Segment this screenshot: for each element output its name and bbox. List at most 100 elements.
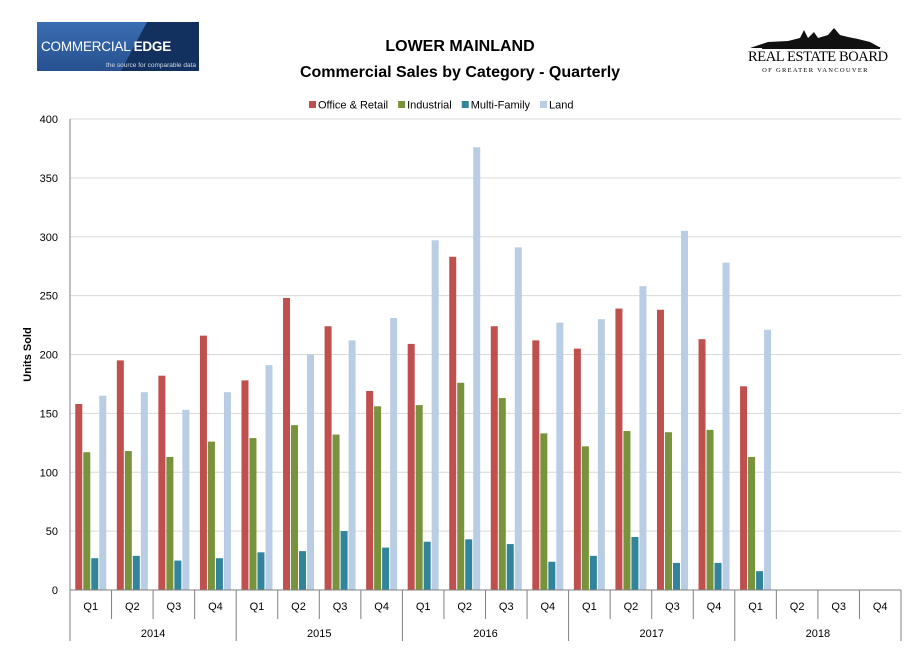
bar-office-retail-17 — [740, 386, 748, 590]
x-tick-label: Q4 — [374, 601, 389, 613]
y-tick-label: 0 — [52, 585, 58, 597]
x-tick-label: Q2 — [291, 601, 306, 613]
bar-land-6 — [307, 354, 315, 590]
bar-multi-family-16 — [714, 562, 722, 590]
y-axis-label: Units Sold — [22, 327, 34, 381]
bar-land-1 — [99, 395, 107, 590]
y-tick-label: 200 — [40, 350, 58, 362]
bar-industrial-8 — [374, 406, 382, 590]
bar-office-retail-13 — [573, 348, 581, 590]
x-tick-label: Q1 — [748, 601, 763, 613]
skyline-icon — [750, 28, 881, 49]
x-tick-label: Q4 — [873, 601, 888, 613]
bar-office-retail-6 — [283, 297, 291, 590]
year-label: 2014 — [141, 628, 165, 640]
bar-office-retail-4 — [199, 335, 207, 590]
board-name: REAL ESTATE BOARD — [748, 49, 888, 65]
bar-land-12 — [556, 322, 564, 590]
x-tick-label: Q2 — [125, 601, 140, 613]
y-tick-label: 400 — [40, 114, 58, 126]
bar-office-retail-14 — [615, 308, 623, 590]
bar-land-10 — [473, 147, 481, 590]
bar-industrial-12 — [540, 433, 548, 590]
year-label: 2017 — [639, 628, 663, 640]
x-tick-label: Q4 — [707, 601, 722, 613]
legend-swatch — [461, 101, 469, 108]
x-tick-label: Q4 — [208, 601, 223, 613]
bar-industrial-3 — [166, 456, 174, 590]
bar-land-4 — [223, 392, 231, 590]
bar-land-3 — [182, 409, 190, 590]
bar-land-11 — [514, 247, 522, 590]
x-tick-label: Q2 — [790, 601, 805, 613]
bar-industrial-14 — [623, 431, 631, 590]
bar-industrial-10 — [457, 382, 465, 590]
bar-multi-family-2 — [132, 555, 140, 590]
x-tick-label: Q1 — [582, 601, 597, 613]
bar-multi-family-5 — [257, 552, 265, 590]
logo-tagline: the source for comparable data — [106, 62, 196, 69]
bar-land-14 — [639, 286, 647, 590]
bar-office-retail-3 — [158, 375, 166, 590]
legend-label: Land — [549, 100, 573, 112]
chart-title-line1: LOWER MAINLAND — [385, 38, 535, 55]
bar-industrial-9 — [415, 405, 423, 590]
bar-industrial-15 — [664, 432, 672, 590]
bar-office-retail-10 — [449, 256, 457, 590]
bar-multi-family-11 — [506, 544, 514, 590]
commercial-edge-logo: COMMERCIAL EDGE the source for comparabl… — [37, 22, 199, 71]
bar-office-retail-11 — [490, 326, 498, 590]
board-subtitle: OF GREATER VANCOUVER — [762, 67, 869, 74]
bar-industrial-13 — [581, 446, 589, 590]
bar-multi-family-12 — [548, 561, 556, 590]
y-tick-label: 350 — [40, 173, 58, 185]
bar-office-retail-5 — [241, 380, 249, 590]
legend-swatch — [309, 101, 316, 108]
bar-multi-family-9 — [423, 541, 431, 590]
bar-industrial-17 — [748, 456, 756, 590]
bar-land-8 — [390, 317, 398, 590]
bar-multi-family-6 — [299, 551, 307, 590]
y-tick-label: 50 — [46, 526, 58, 538]
y-tick-label: 250 — [40, 291, 58, 303]
x-tick-label: Q2 — [457, 601, 472, 613]
legend-label: Industrial — [407, 100, 452, 112]
bar-land-5 — [265, 365, 273, 590]
bar-office-retail-8 — [366, 391, 374, 590]
bar-industrial-5 — [249, 438, 257, 590]
bar-multi-family-1 — [91, 558, 99, 590]
bar-office-retail-9 — [407, 343, 415, 590]
bar-office-retail-7 — [324, 326, 332, 590]
x-tick-label: Q4 — [540, 601, 555, 613]
legend-label: Multi-Family — [471, 100, 531, 112]
bar-multi-family-14 — [631, 537, 639, 590]
bar-office-retail-12 — [532, 340, 540, 590]
bar-multi-family-4 — [215, 558, 223, 590]
bar-land-16 — [722, 262, 730, 590]
bar-office-retail-15 — [656, 309, 664, 590]
year-label: 2015 — [307, 628, 331, 640]
bar-industrial-16 — [706, 429, 714, 590]
y-tick-label: 300 — [40, 232, 58, 244]
legend-swatch — [398, 101, 406, 108]
x-tick-label: Q3 — [167, 601, 182, 613]
bar-multi-family-15 — [672, 562, 680, 590]
bar-land-13 — [597, 319, 605, 590]
x-tick-label: Q3 — [831, 601, 846, 613]
year-label: 2016 — [473, 628, 497, 640]
bar-industrial-7 — [332, 434, 340, 590]
bar-land-2 — [140, 392, 148, 590]
x-tick-label: Q1 — [83, 601, 98, 613]
y-tick-label: 150 — [40, 408, 58, 420]
bar-land-15 — [680, 230, 688, 591]
bar-land-9 — [431, 240, 439, 590]
bar-industrial-2 — [124, 451, 132, 590]
y-tick-label: 100 — [40, 467, 58, 479]
x-tick-label: Q1 — [416, 601, 431, 613]
bar-office-retail-2 — [116, 360, 124, 590]
bar-office-retail-1 — [75, 403, 83, 590]
x-tick-label: Q3 — [665, 601, 680, 613]
bar-multi-family-8 — [382, 547, 390, 590]
x-tick-label: Q3 — [333, 601, 348, 613]
